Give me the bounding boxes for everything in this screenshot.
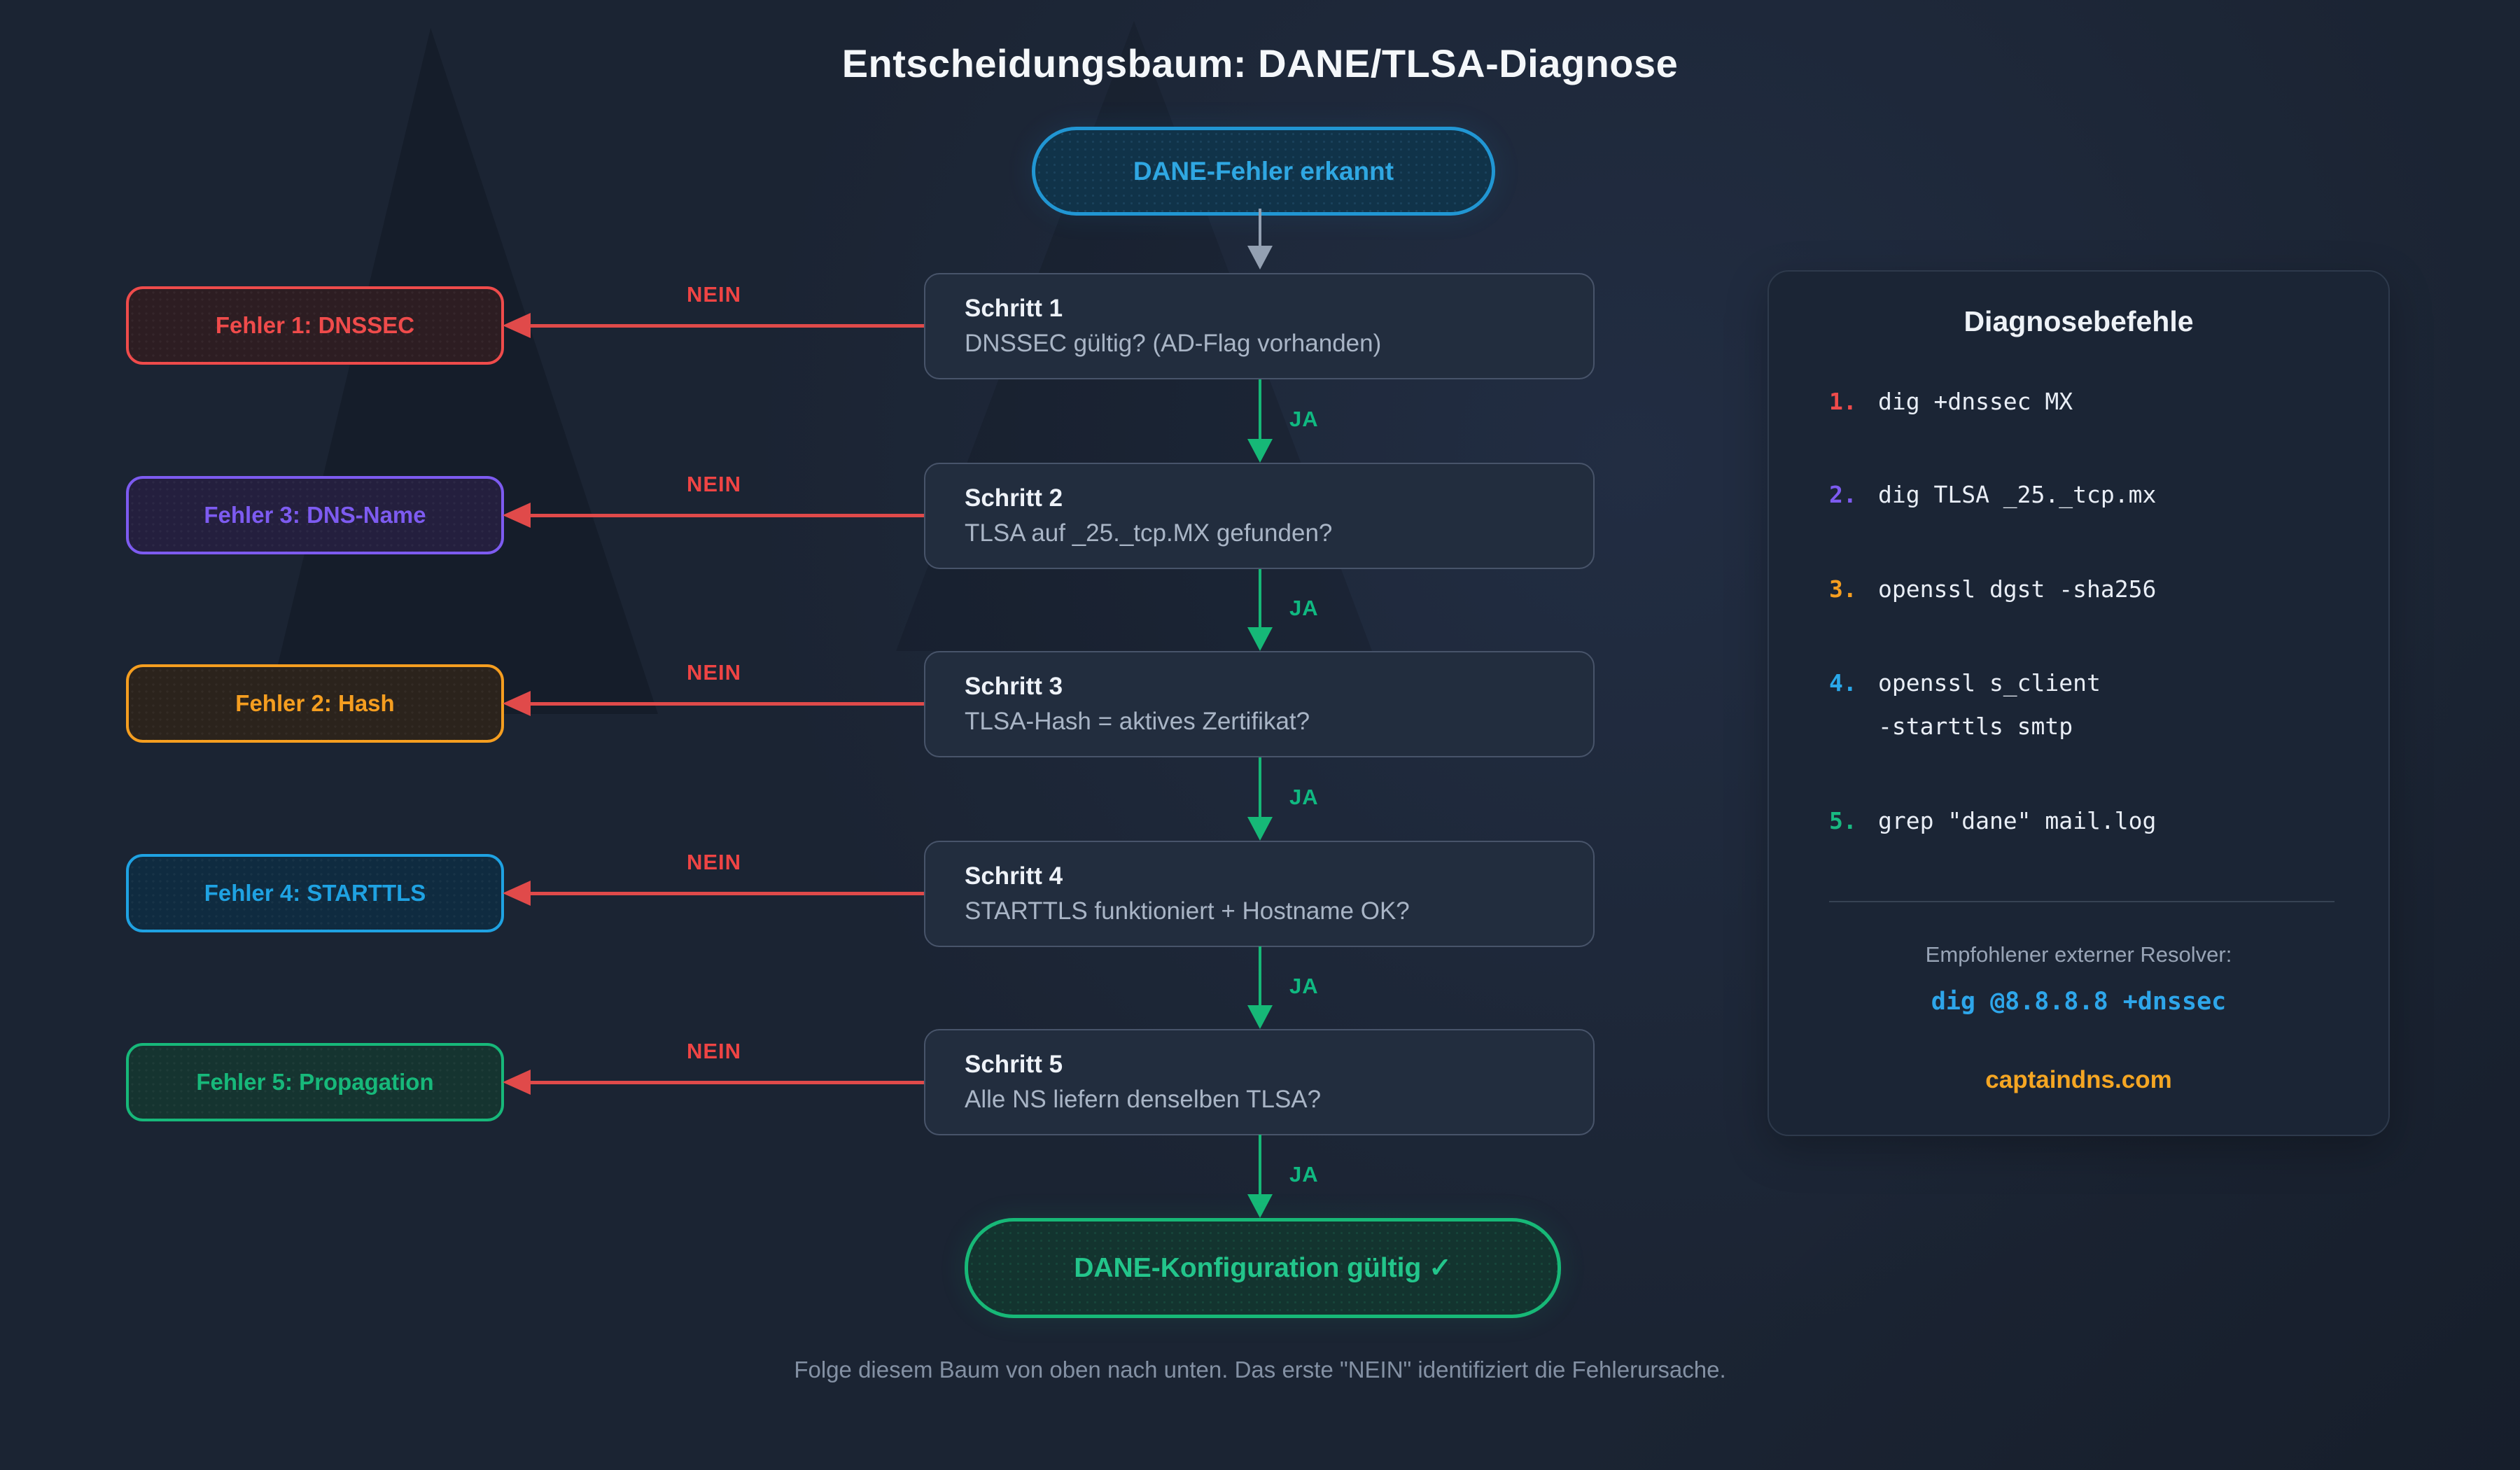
resolver-command: dig @8.8.8.8 +dnssec bbox=[1931, 988, 2227, 1016]
step-card-2: Schritt 2 TLSA auf _25._tcp.MX gefunden? bbox=[924, 463, 1595, 569]
no-connector-4 bbox=[529, 892, 924, 895]
step-name: Schritt 3 bbox=[965, 673, 1063, 700]
command-number-1: 1. bbox=[1829, 388, 1857, 415]
start-connector-line bbox=[1259, 209, 1261, 247]
resolver-label: Empfohlener externer Resolver: bbox=[1925, 942, 2232, 967]
page-title: Entscheidungsbaum: DANE/TLSA-Diagnose bbox=[841, 41, 1679, 85]
nein-label-4: NEIN bbox=[686, 850, 742, 874]
command-text-4-line-2: -starttls smtp bbox=[1878, 713, 2073, 740]
start-connector-arrowhead-icon bbox=[1247, 246, 1273, 270]
step-card-1: Schritt 1 DNSSEC gültig? (AD-Flag vorhan… bbox=[924, 273, 1595, 379]
error-label: Fehler 1: DNSSEC bbox=[215, 312, 415, 338]
yes-connector-4 bbox=[1259, 946, 1261, 1007]
nein-label-5: NEIN bbox=[686, 1039, 742, 1063]
step-card-3: Schritt 3 TLSA-Hash = aktives Zertifikat… bbox=[924, 651, 1595, 757]
yes-connector-3 bbox=[1259, 757, 1261, 818]
command-text-4-line-1: openssl s_client bbox=[1878, 669, 2101, 696]
yes-connector-5 bbox=[1259, 1135, 1261, 1196]
step-card-4: Schritt 4 STARTTLS funktioniert + Hostna… bbox=[924, 841, 1595, 947]
commands-panel: Diagnosebefehle 1. dig +dnssec MX 2. dig… bbox=[1768, 270, 2390, 1136]
yes-arrowhead-5-icon bbox=[1247, 1194, 1273, 1218]
end-node-label: DANE-Konfiguration gültig ✓ bbox=[1074, 1253, 1452, 1283]
command-text-2: dig TLSA _25._tcp.mx bbox=[1878, 481, 2157, 508]
error-label: Fehler 2: Hash bbox=[235, 690, 395, 716]
yes-connector-2 bbox=[1259, 569, 1261, 629]
nein-label-3: NEIN bbox=[686, 660, 742, 685]
nein-label-2: NEIN bbox=[686, 472, 742, 496]
step-question: TLSA auf _25._tcp.MX gefunden? bbox=[965, 519, 1333, 547]
ja-label-3: JA bbox=[1289, 785, 1319, 809]
background-triangle-left bbox=[266, 28, 658, 714]
yes-arrowhead-4-icon bbox=[1247, 1005, 1273, 1029]
error-node-dnssec: Fehler 1: DNSSEC bbox=[126, 286, 504, 365]
yes-arrowhead-3-icon bbox=[1247, 817, 1273, 841]
command-text-5: grep "dane" mail.log bbox=[1878, 807, 2157, 834]
step-card-5: Schritt 5 Alle NS liefern denselben TLSA… bbox=[924, 1029, 1595, 1135]
step-question: DNSSEC gültig? (AD-Flag vorhanden) bbox=[965, 330, 1382, 357]
step-question: Alle NS liefern denselben TLSA? bbox=[965, 1086, 1322, 1113]
step-question: TLSA-Hash = aktives Zertifikat? bbox=[965, 708, 1310, 735]
yes-connector-1 bbox=[1259, 379, 1261, 440]
no-arrowhead-1-icon bbox=[503, 313, 531, 338]
brand-link[interactable]: captaindns.com bbox=[1985, 1066, 2172, 1093]
yes-arrowhead-1-icon bbox=[1247, 439, 1273, 463]
no-arrowhead-4-icon bbox=[503, 881, 531, 906]
step-name: Schritt 4 bbox=[965, 862, 1063, 890]
error-label: Fehler 3: DNS-Name bbox=[204, 502, 426, 528]
no-connector-5 bbox=[529, 1081, 924, 1084]
error-node-propagation: Fehler 5: Propagation bbox=[126, 1043, 504, 1121]
command-number-4: 4. bbox=[1829, 669, 1857, 696]
step-name: Schritt 1 bbox=[965, 295, 1063, 322]
nein-label-1: NEIN bbox=[686, 282, 742, 307]
start-node-label: DANE-Fehler erkannt bbox=[1133, 156, 1394, 186]
command-number-3: 3. bbox=[1829, 575, 1857, 603]
step-name: Schritt 2 bbox=[965, 484, 1063, 512]
command-number-2: 2. bbox=[1829, 481, 1857, 508]
error-node-starttls: Fehler 4: STARTTLS bbox=[126, 854, 504, 932]
no-connector-2 bbox=[529, 514, 924, 517]
error-label: Fehler 4: STARTTLS bbox=[204, 880, 426, 906]
no-connector-1 bbox=[529, 324, 924, 328]
command-number-5: 5. bbox=[1829, 807, 1857, 834]
ja-label-5: JA bbox=[1289, 1162, 1319, 1186]
error-label: Fehler 5: Propagation bbox=[196, 1069, 434, 1095]
end-node: DANE-Konfiguration gültig ✓ bbox=[965, 1218, 1561, 1318]
ja-label-4: JA bbox=[1289, 974, 1319, 998]
ja-label-2: JA bbox=[1289, 596, 1319, 620]
error-node-hash: Fehler 2: Hash bbox=[126, 664, 504, 743]
ja-label-1: JA bbox=[1289, 407, 1319, 431]
panel-title: Diagnosebefehle bbox=[1963, 305, 2194, 337]
command-text-3: openssl dgst -sha256 bbox=[1878, 575, 2157, 603]
yes-arrowhead-2-icon bbox=[1247, 627, 1273, 651]
error-node-dns-name: Fehler 3: DNS-Name bbox=[126, 476, 504, 554]
command-text-1: dig +dnssec MX bbox=[1878, 388, 2073, 415]
start-node: DANE-Fehler erkannt bbox=[1032, 127, 1495, 216]
no-arrowhead-2-icon bbox=[503, 503, 531, 528]
no-connector-3 bbox=[529, 702, 924, 706]
footer-note: Folge diesem Baum von oben nach unten. D… bbox=[794, 1357, 1726, 1382]
step-name: Schritt 5 bbox=[965, 1051, 1063, 1078]
step-question: STARTTLS funktioniert + Hostname OK? bbox=[965, 897, 1410, 925]
panel-divider bbox=[1829, 901, 2334, 902]
no-arrowhead-5-icon bbox=[503, 1070, 531, 1095]
no-arrowhead-3-icon bbox=[503, 691, 531, 716]
